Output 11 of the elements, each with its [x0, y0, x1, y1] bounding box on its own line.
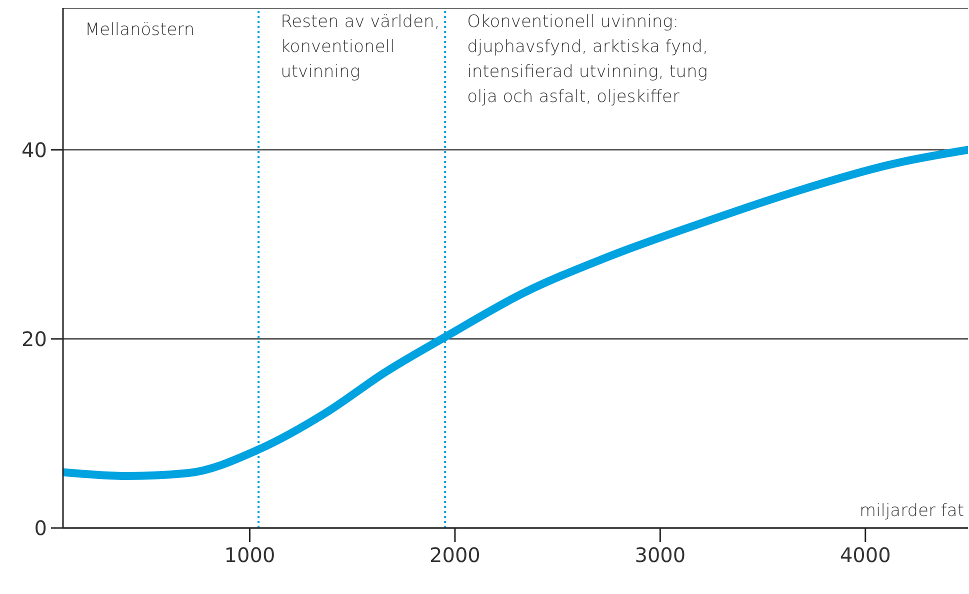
annotation: Mellanöstern [85, 20, 195, 40]
x-tick-label: 2000 [430, 543, 480, 568]
x-tick-label: 4000 [840, 543, 891, 568]
y-tick-label: 20 [22, 327, 47, 352]
x-axis-title: miljarder fat [859, 501, 964, 521]
annotation: Resten av världen, konventionell utvinning [280, 12, 440, 82]
x-tick-label: 3000 [634, 543, 686, 568]
y-tick-label: 40 [22, 138, 47, 162]
y-tick-label: 0 [34, 516, 47, 540]
annotation: Okonventionell uvinning: djuphavsfynd, arktiska fynd, intensifierad utvinning, tung olja och asfalt, oljeskiffer [467, 12, 708, 107]
x-tick-label: 1000 [224, 543, 276, 568]
